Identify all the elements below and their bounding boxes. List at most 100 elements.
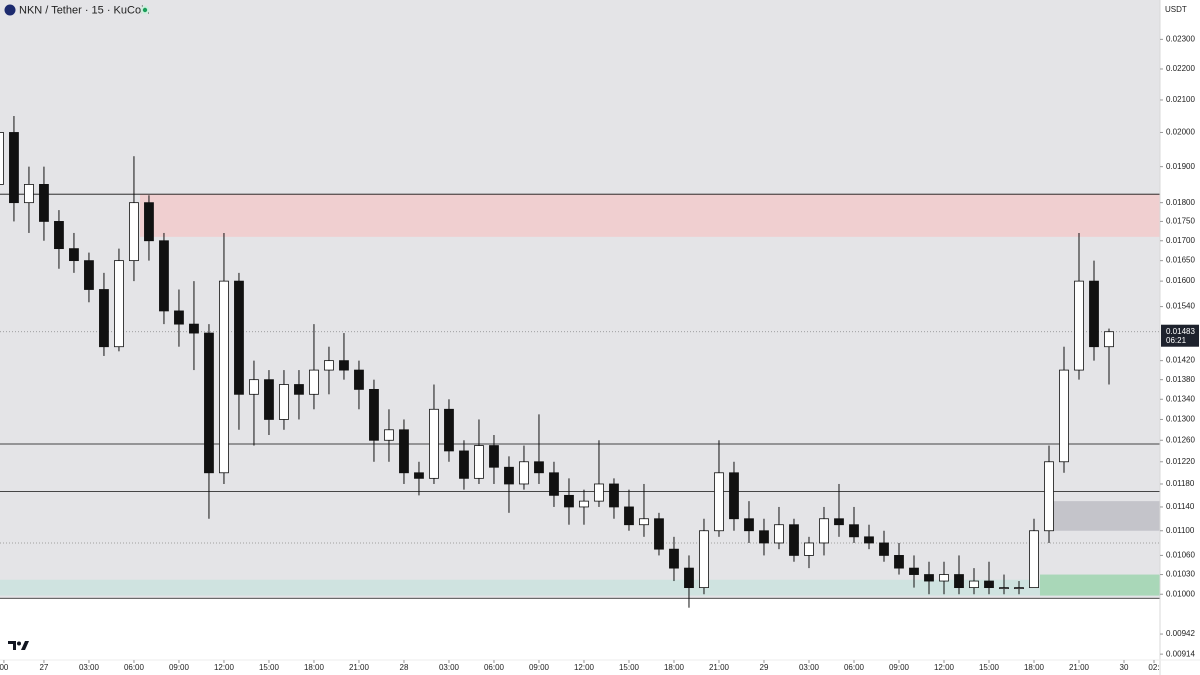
zone xyxy=(1039,574,1160,596)
y-tick-label: 0.00942 xyxy=(1166,629,1195,638)
candle-body xyxy=(939,574,949,582)
plot-bg xyxy=(0,0,1160,599)
candle-body xyxy=(744,518,754,532)
y-tick-label: 0.01600 xyxy=(1166,276,1195,285)
candle-body xyxy=(114,260,124,348)
y-tick-label: 0.01540 xyxy=(1166,302,1195,311)
x-tick-label: 09:00 xyxy=(889,663,910,672)
candle-body xyxy=(69,248,79,262)
candle-body xyxy=(309,369,319,395)
y-tick-label: 0.01260 xyxy=(1166,435,1195,444)
candle-body xyxy=(339,360,349,371)
candle-body xyxy=(624,506,634,526)
x-tick-label: 06:00 xyxy=(844,663,865,672)
candle-body xyxy=(984,580,994,589)
y-tick-label: 0.02000 xyxy=(1166,128,1195,137)
candle-body xyxy=(834,518,844,526)
tv-logo xyxy=(8,641,29,650)
last-price-tag xyxy=(1161,324,1199,347)
y-tick-label: 0.01380 xyxy=(1166,375,1195,384)
candle-body xyxy=(1029,530,1039,589)
x-tick-label: 12:00 xyxy=(934,663,955,672)
candle-body xyxy=(519,461,529,485)
candle-body xyxy=(444,408,454,452)
candle-body xyxy=(1074,280,1084,371)
candle-body xyxy=(144,202,154,242)
x-tick-label: 27 xyxy=(39,663,48,672)
y-tick-label: 0.01800 xyxy=(1166,198,1195,207)
x-tick-label: 28 xyxy=(400,663,409,672)
y-tick-label: 0.01340 xyxy=(1166,394,1195,403)
candle-body xyxy=(384,429,394,441)
candle-body xyxy=(354,369,364,390)
candle-body xyxy=(189,323,199,334)
candle-body xyxy=(1059,369,1069,463)
candle-body xyxy=(999,587,1009,590)
y-tick-label: 0.01750 xyxy=(1166,217,1195,226)
x-tick-label: 30 xyxy=(1120,663,1129,672)
y-tick-label: 0.00914 xyxy=(1166,649,1195,658)
candle-body xyxy=(579,500,589,508)
candle-body xyxy=(174,310,184,325)
y-tick-label: 0.01300 xyxy=(1166,415,1195,424)
x-tick-label: 15:00 xyxy=(259,663,280,672)
zone xyxy=(139,194,1160,237)
x-tick-label: 12:00 xyxy=(574,663,595,672)
x-tick-label: 21:00 xyxy=(349,663,370,672)
x-tick-label: 09:00 xyxy=(169,663,190,672)
x-tick-label: 18:00 xyxy=(1024,663,1045,672)
candle-body xyxy=(54,221,64,250)
candle-body xyxy=(219,280,229,474)
candle-body xyxy=(564,494,574,508)
x-tick-label: 21:00 xyxy=(1069,663,1090,672)
y-tick-label: 0.01000 xyxy=(1166,589,1195,598)
x-tick-label: 15:00 xyxy=(979,663,1000,672)
x-tick-label: 18:00 xyxy=(664,663,685,672)
y-tick-label: 0.01060 xyxy=(1166,551,1195,560)
y-axis-label: USDT xyxy=(1165,5,1187,14)
candle-body xyxy=(609,483,619,508)
candle-body xyxy=(159,240,169,312)
candle-body xyxy=(99,289,109,348)
zone xyxy=(1047,501,1160,531)
candle-body xyxy=(1014,587,1024,590)
candle-body xyxy=(759,530,769,544)
candle-body xyxy=(969,580,979,589)
candle-body xyxy=(594,483,604,502)
candle-body xyxy=(669,548,679,569)
y-tick-label: 0.01030 xyxy=(1166,570,1195,579)
candle-body xyxy=(729,472,739,520)
candle-body xyxy=(789,524,799,556)
candle-body xyxy=(1044,461,1054,532)
x-tick-label: 18:00 xyxy=(304,663,325,672)
candle-body xyxy=(684,567,694,589)
candle-body xyxy=(84,260,94,290)
x-tick-label: 29 xyxy=(760,663,769,672)
candle-body xyxy=(864,536,874,544)
x-tick-label: 03:00 xyxy=(439,663,460,672)
x-tick-label: 09:00 xyxy=(529,663,550,672)
candle-body xyxy=(639,518,649,526)
candle-body xyxy=(129,202,139,262)
candle-body xyxy=(774,524,784,544)
chart-title: NKN / Tether · 15 · KuCoin xyxy=(19,4,150,16)
candle-body xyxy=(909,567,919,575)
candle-body xyxy=(249,379,259,395)
candle-body xyxy=(534,461,544,474)
y-tick-label: 0.01100 xyxy=(1166,526,1195,535)
x-tick-label: 03:00 xyxy=(799,663,820,672)
plot xyxy=(0,0,1160,608)
candle-body xyxy=(0,132,4,185)
candle-body xyxy=(654,518,664,550)
candle-body xyxy=(414,472,424,479)
candle-body xyxy=(1089,280,1099,348)
candle-body xyxy=(1104,331,1114,348)
y-tick-label: 0.01180 xyxy=(1166,479,1195,488)
candle-body xyxy=(474,445,484,479)
candle-body xyxy=(924,574,934,582)
x-tick-label: 12:00 xyxy=(214,663,235,672)
candle-body xyxy=(819,518,829,544)
candle-body xyxy=(849,524,859,538)
candle-body xyxy=(459,450,469,479)
zone xyxy=(0,579,1160,596)
